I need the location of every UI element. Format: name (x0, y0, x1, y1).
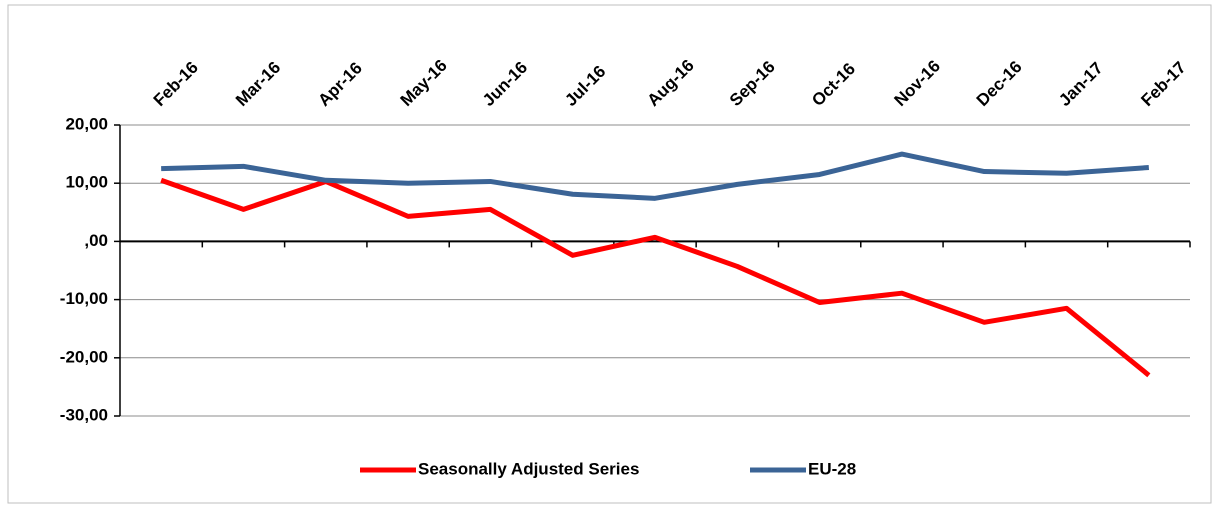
x-tick-label: Aug-16 (644, 56, 698, 110)
x-tick-label: May-16 (397, 56, 451, 110)
x-tick-label: Nov-16 (890, 56, 944, 110)
y-tick-label: 20,00 (65, 114, 108, 133)
legend-label: Seasonally Adjusted Series (418, 459, 639, 478)
y-tick-label: ,00 (84, 231, 108, 250)
y-tick-label: -30,00 (60, 405, 108, 424)
y-tick-label: -20,00 (60, 347, 108, 366)
x-tick-label: Feb-16 (150, 58, 202, 110)
x-tick-label: Dec-16 (973, 57, 1026, 110)
x-tick-label: Oct-16 (808, 59, 859, 110)
y-tick-label: -10,00 (60, 289, 108, 308)
chart-frame (7, 4, 1212, 504)
y-tick-label: 10,00 (65, 173, 108, 192)
x-tick-label: Jun-16 (479, 58, 531, 110)
series-line (161, 151, 1150, 201)
x-tick-label: Mar-16 (232, 58, 284, 110)
x-tick-label: Jul-16 (561, 62, 609, 110)
x-tick-label: Jan-17 (1055, 58, 1107, 110)
legend-label: EU-28 (808, 459, 856, 478)
x-tick-label: Sep-16 (726, 57, 779, 110)
series-line (160, 177, 1151, 378)
x-tick-label: Apr-16 (314, 58, 366, 110)
x-tick-label: Feb-17 (1137, 58, 1189, 110)
